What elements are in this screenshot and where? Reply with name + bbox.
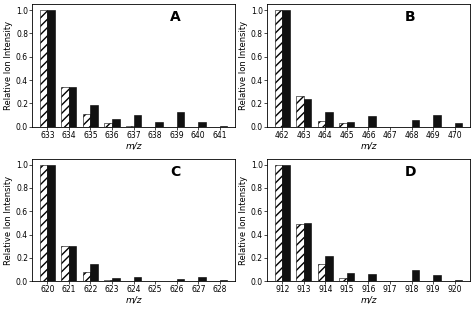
Y-axis label: Relative Ion Intensity: Relative Ion Intensity: [4, 176, 13, 265]
Bar: [275, 10, 282, 127]
Bar: [220, 126, 228, 127]
Bar: [347, 122, 355, 127]
Bar: [177, 279, 184, 281]
Bar: [112, 278, 119, 281]
X-axis label: m/z: m/z: [360, 141, 377, 150]
Bar: [455, 123, 462, 127]
Bar: [368, 116, 376, 127]
Bar: [304, 223, 311, 281]
Bar: [325, 256, 333, 281]
Bar: [368, 274, 376, 281]
Text: D: D: [405, 165, 417, 179]
Bar: [304, 99, 311, 127]
Bar: [220, 280, 228, 281]
Bar: [347, 273, 355, 281]
Bar: [325, 112, 333, 127]
Bar: [112, 119, 119, 127]
Bar: [318, 264, 325, 281]
Bar: [411, 120, 419, 127]
Bar: [61, 87, 69, 127]
Bar: [47, 10, 55, 127]
Bar: [318, 121, 325, 127]
Bar: [198, 277, 206, 281]
Bar: [339, 278, 347, 281]
Bar: [296, 224, 304, 281]
Bar: [134, 115, 141, 127]
Bar: [177, 112, 184, 127]
Bar: [47, 164, 55, 281]
Bar: [155, 122, 163, 127]
X-axis label: m/z: m/z: [125, 141, 142, 150]
Bar: [282, 164, 290, 281]
X-axis label: m/z: m/z: [360, 296, 377, 305]
Bar: [339, 123, 347, 127]
Bar: [83, 272, 91, 281]
Bar: [69, 246, 76, 281]
Y-axis label: Relative Ion Intensity: Relative Ion Intensity: [239, 176, 248, 265]
Bar: [198, 121, 206, 127]
Bar: [126, 126, 134, 127]
Bar: [91, 104, 98, 127]
Bar: [104, 123, 112, 127]
Bar: [91, 264, 98, 281]
Bar: [296, 96, 304, 127]
Bar: [282, 10, 290, 127]
Bar: [83, 114, 91, 127]
Bar: [455, 280, 462, 281]
X-axis label: m/z: m/z: [125, 296, 142, 305]
Bar: [40, 10, 47, 127]
Text: A: A: [170, 10, 181, 24]
Bar: [61, 246, 69, 281]
Y-axis label: Relative Ion Intensity: Relative Ion Intensity: [239, 21, 248, 110]
Bar: [104, 280, 112, 281]
Bar: [433, 275, 441, 281]
Y-axis label: Relative Ion Intensity: Relative Ion Intensity: [4, 21, 13, 110]
Text: C: C: [170, 165, 180, 179]
Text: B: B: [405, 10, 416, 24]
Bar: [433, 115, 441, 127]
Bar: [275, 164, 282, 281]
Bar: [69, 87, 76, 127]
Bar: [134, 277, 141, 281]
Bar: [411, 269, 419, 281]
Bar: [40, 164, 47, 281]
